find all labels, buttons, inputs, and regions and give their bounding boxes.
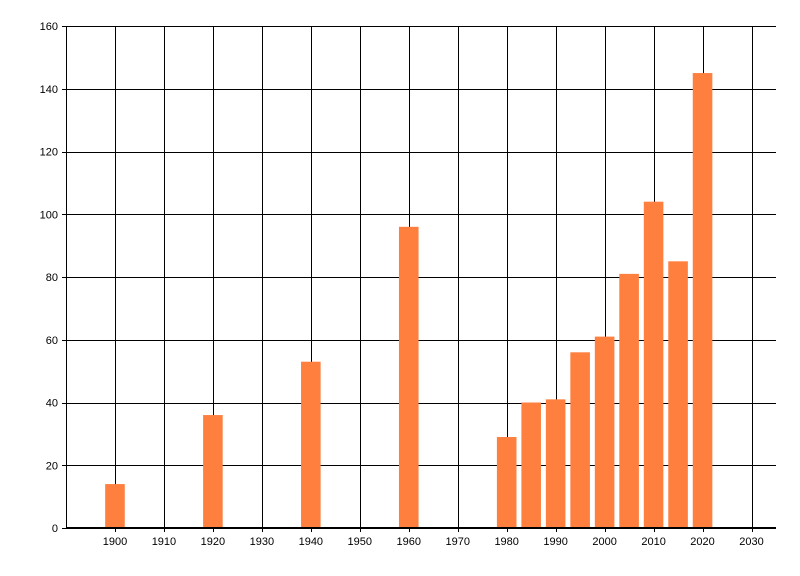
x-tick-label: 1950 <box>348 536 372 548</box>
x-tick-label: 1990 <box>543 536 567 548</box>
y-tick-label: 0 <box>52 523 58 535</box>
bar-1980 <box>496 437 517 528</box>
bar-1940 <box>301 361 321 528</box>
tick-labels-layer: 0 20 40 60 80 100 120 140 160 1900 1910 1920 1930 194… <box>40 21 764 548</box>
x-tick-label: 1940 <box>299 536 323 548</box>
bar-1990 <box>545 399 566 528</box>
x-tick-label: 1960 <box>397 536 421 548</box>
bar-2020 <box>692 73 713 528</box>
x-tick-label: 2000 <box>592 536 616 548</box>
y-tick-label: 120 <box>40 147 58 159</box>
bar-2010 <box>643 201 664 528</box>
bar-1960 <box>398 226 419 529</box>
bar-1985 <box>521 402 541 528</box>
bar-2015 <box>668 261 688 528</box>
axis-layer <box>66 26 776 528</box>
y-tick-label: 140 <box>40 84 58 96</box>
bar-2000 <box>594 336 615 528</box>
x-tick-label: 1920 <box>201 536 225 548</box>
x-tick-label: 1900 <box>103 536 127 548</box>
bar-1920 <box>203 415 223 528</box>
x-tick-label: 1910 <box>152 536 176 548</box>
x-tick-label: 2010 <box>641 536 665 548</box>
y-tick-label: 40 <box>46 398 58 410</box>
bar-2005 <box>619 273 639 528</box>
x-tick-label: 1930 <box>250 536 274 548</box>
bar-1995 <box>570 352 590 528</box>
y-tick-label: 80 <box>46 272 58 284</box>
bar-1900 <box>105 484 125 528</box>
x-tick-label: 2020 <box>690 536 714 548</box>
y-tick-label: 20 <box>46 460 58 472</box>
x-tick-label: 1980 <box>494 536 518 548</box>
y-tick-label: 60 <box>46 335 58 347</box>
bars-layer <box>105 73 713 529</box>
x-tick-label: 1970 <box>445 536 469 548</box>
y-tick-label: 100 <box>40 209 58 221</box>
x-tick-label: 2030 <box>739 536 763 548</box>
y-tick-label: 160 <box>40 21 58 33</box>
